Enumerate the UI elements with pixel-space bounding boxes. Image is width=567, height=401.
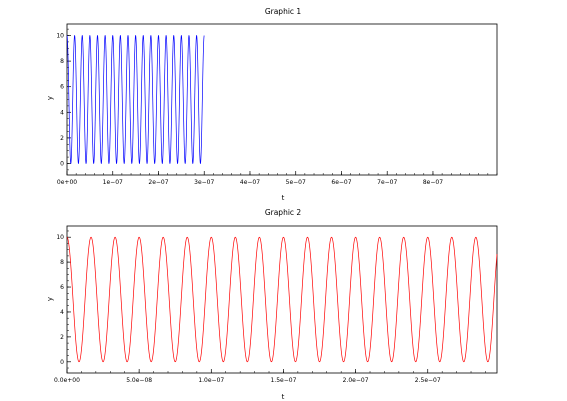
series-line <box>66 34 205 165</box>
plot-area-frame <box>66 23 498 176</box>
y-tick-label: 6 <box>60 284 64 291</box>
x-tick-label: 1e−07 <box>103 179 123 186</box>
y-tick-label: 10 <box>56 234 64 241</box>
x-axis: 0.0e+00 5.0e−08 1.0e−07 1.5e−07 2.0e−07 2.5e−… <box>54 369 486 384</box>
x-tick-label: 3e−07 <box>194 179 214 186</box>
series-group <box>66 34 205 165</box>
x-tick-label: 2e−07 <box>148 179 168 186</box>
y-tick-label: 2 <box>60 135 64 142</box>
x-axis: 0e+00 1e−07 2e−07 3e−07 4e−07 5e−07 6e−07 7e−07… <box>57 171 498 186</box>
x-tick-label: 2.0e−07 <box>343 377 369 384</box>
x-tick-label: 0e+00 <box>57 179 77 186</box>
y-tick-label: 10 <box>56 33 64 40</box>
x-tick-label: 0.0e+00 <box>54 377 80 384</box>
x-tick-label: 5.0e−08 <box>126 377 152 384</box>
x-tick-label: 1.0e−07 <box>198 377 224 384</box>
series-group <box>66 236 498 363</box>
x-tick-label: 7e−07 <box>377 179 397 186</box>
y-tick-label: 6 <box>60 84 64 91</box>
y-tick-label: 2 <box>60 334 64 341</box>
x-tick-label: 4e−07 <box>240 179 260 186</box>
chart-title: Graphic 2 <box>265 208 302 217</box>
x-tick-label: 2.5e−07 <box>415 377 441 384</box>
y-axis-label: y <box>46 96 54 100</box>
x-tick-label: 6e−07 <box>331 179 351 186</box>
y-axis-label: y <box>46 297 54 301</box>
y-tick-label: 0 <box>60 160 64 167</box>
chart-graphic-1: Graphic 1 0e+00 1e−07 2e−07 3e−07 4e−07 5e−07… <box>46 7 498 202</box>
y-tick-label: 4 <box>60 109 64 116</box>
y-tick-label: 4 <box>60 309 64 316</box>
series-line <box>66 236 498 363</box>
chart-title: Graphic 1 <box>265 7 302 16</box>
y-tick-label: 8 <box>60 259 64 266</box>
x-axis-label: t <box>282 194 285 202</box>
chart-graphic-2: Graphic 2 0.0e+00 5.0e−08 1.0e−07 1.5e−07 2.… <box>46 208 498 401</box>
x-tick-label: 8e−07 <box>423 179 443 186</box>
y-tick-label: 8 <box>60 58 64 65</box>
x-tick-label: 5e−07 <box>286 179 306 186</box>
plot-area-frame <box>66 225 498 374</box>
x-axis-label: t <box>282 393 285 401</box>
y-tick-label: 0 <box>60 359 64 366</box>
x-tick-label: 1.5e−07 <box>270 377 296 384</box>
y-axis: 0 2 4 6 8 10 <box>56 230 71 369</box>
